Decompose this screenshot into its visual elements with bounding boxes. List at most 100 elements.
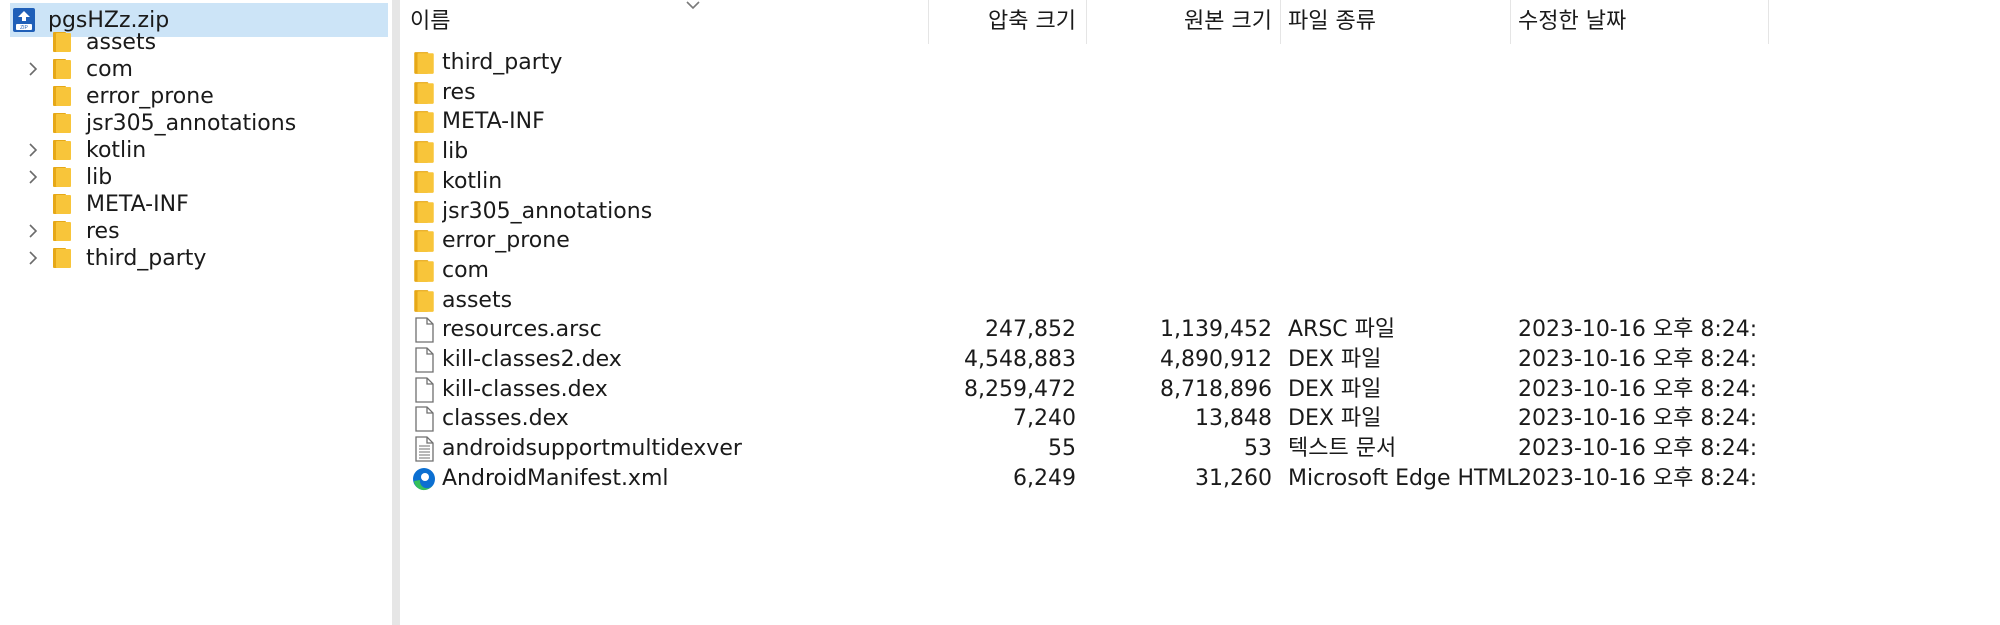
svg-text:ZIP: ZIP (20, 25, 28, 31)
file-row[interactable]: kill-classes2.dex 4,548,883 4,890,912 DEX 파… (400, 341, 1970, 379)
packed-size: 4,548,883 (964, 347, 1076, 372)
file-row[interactable]: AndroidManifest.xml 6,249 31,260 Microsoft … (400, 460, 1970, 498)
nav-item-error-prone[interactable]: error_prone (22, 83, 388, 109)
file-name: jsr305_annotations (442, 198, 653, 224)
nav-item-label: kotlin (86, 137, 147, 163)
folder-row[interactable]: kotlin (400, 163, 1970, 201)
original-size: 8,718,896 (1160, 376, 1272, 402)
chevron-right-icon[interactable] (22, 220, 44, 242)
zip-archive-icon: ZIP (10, 6, 38, 34)
folder-row[interactable]: res (400, 74, 1970, 112)
file-name: androidsupportmultidexversion.txt (442, 436, 742, 462)
column-divider[interactable] (928, 0, 929, 44)
file-name: kotlin (442, 168, 503, 194)
file-name: third_party (442, 50, 563, 75)
file-type: DEX 파일 (1288, 406, 1382, 432)
chevron-right-icon[interactable] (22, 247, 44, 269)
column-divider[interactable] (1280, 0, 1281, 44)
folder-row[interactable]: com (400, 252, 1970, 290)
sort-descending-icon (686, 1, 700, 10)
folder-icon (412, 169, 436, 195)
file-type: DEX 파일 (1288, 376, 1382, 402)
nav-item-label: assets (86, 29, 157, 55)
file-name: classes.dex (442, 406, 569, 432)
packed-size: 7,240 (1013, 406, 1076, 432)
folder-row[interactable]: assets (400, 282, 1970, 320)
nav-item-label: META-INF (86, 191, 189, 217)
modified-date: 2023-10-16 오후 8:24:04 (1518, 465, 1758, 491)
right-edge (1970, 0, 2000, 625)
file-icon (412, 406, 436, 433)
folder-icon (52, 111, 72, 135)
nav-item-kotlin[interactable]: kotlin (22, 137, 388, 163)
folder-icon (412, 228, 436, 254)
file-type: Microsoft Edge HTML ... (1288, 465, 1526, 491)
folder-row[interactable]: META-INF (400, 103, 1970, 141)
file-type: ARSC 파일 (1288, 317, 1396, 343)
folder-row[interactable]: lib (400, 133, 1970, 171)
file-row[interactable]: classes.dex 7,240 13,848 DEX 파일 2023-10-16 오… (400, 400, 1970, 438)
chevron-right-icon[interactable] (22, 139, 44, 161)
nav-item-label: res (86, 218, 120, 244)
file-icon (412, 377, 436, 403)
folder-icon (52, 246, 72, 270)
folder-icon (412, 258, 436, 284)
chevron-right-icon[interactable] (22, 166, 44, 188)
folder-icon (412, 80, 436, 106)
chevron-right-icon[interactable] (22, 58, 44, 80)
nav-item-lib[interactable]: lib (22, 164, 388, 190)
column-header-row: 이름 압축 크기 원본 크기 파일 종류 수정한 날짜 (400, 0, 1970, 44)
edge-icon (412, 466, 436, 492)
file-name: res (442, 79, 476, 105)
column-header-modified[interactable]: 수정한 날짜 (1518, 9, 1627, 34)
folder-icon (412, 288, 436, 314)
nav-item-jsr305-annotations[interactable]: jsr305_annotations (22, 110, 388, 136)
modified-date: 2023-10-16 오후 8:24:06 (1518, 376, 1758, 402)
nav-item-label: third_party (86, 245, 207, 271)
file-type: DEX 파일 (1288, 347, 1382, 372)
folder-icon (52, 165, 72, 189)
pane-splitter[interactable] (392, 0, 400, 625)
nav-item-label: jsr305_annotations (86, 110, 297, 136)
column-header-name[interactable]: 이름 (410, 9, 451, 34)
folder-row[interactable]: jsr305_annotations (400, 193, 1970, 231)
folder-icon (52, 138, 72, 162)
nav-item-res[interactable]: res (22, 218, 388, 244)
packed-size: 6,249 (1013, 465, 1076, 491)
folder-icon (52, 30, 72, 54)
nav-item-assets[interactable]: assets (22, 29, 388, 55)
file-name: META-INF (442, 109, 545, 135)
file-name: com (442, 257, 489, 283)
packed-size: 8,259,472 (964, 376, 1076, 402)
file-name: error_prone (442, 228, 570, 254)
folder-icon (412, 50, 436, 76)
nav-item-label: error_prone (86, 83, 214, 109)
file-row[interactable]: androidsupportmultidexversion.txt 55 53 텍스트… (400, 430, 1970, 468)
column-divider[interactable] (1510, 0, 1511, 44)
nav-root-label: pgsHZz.zip (48, 7, 170, 33)
file-name: resources.arsc (442, 317, 602, 343)
column-divider[interactable] (1086, 0, 1087, 44)
folder-row[interactable]: third_party (400, 44, 1970, 82)
column-header-packed-size[interactable]: 압축 크기 (988, 9, 1076, 34)
folder-row[interactable]: error_prone (400, 222, 1970, 260)
folder-icon (52, 192, 72, 216)
column-divider[interactable] (1768, 0, 1769, 44)
original-size: 31,260 (1195, 465, 1272, 491)
original-size: 53 (1244, 436, 1272, 462)
nav-item-meta-inf[interactable]: META-INF (22, 191, 388, 217)
file-row[interactable]: resources.arsc 247,852 1,139,452 ARSC 파일 202… (400, 311, 1970, 349)
file-row[interactable]: kill-classes.dex 8,259,472 8,718,896 DEX 파일… (400, 371, 1970, 409)
column-header-original-size[interactable]: 원본 크기 (1184, 9, 1272, 34)
folder-icon (52, 84, 72, 108)
nav-item-root-archive[interactable]: ZIP pgsHZz.zip (10, 3, 388, 37)
file-name: kill-classes.dex (442, 376, 608, 402)
column-header-type[interactable]: 파일 종류 (1288, 9, 1376, 34)
file-name: lib (442, 139, 469, 165)
nav-item-third-party[interactable]: third_party (22, 245, 388, 271)
file-name: assets (442, 287, 513, 313)
packed-size: 55 (1048, 436, 1076, 462)
nav-item-com[interactable]: com (22, 56, 388, 82)
original-size: 13,848 (1195, 406, 1272, 432)
modified-date: 2023-10-16 오후 8:24:12 (1518, 317, 1758, 343)
